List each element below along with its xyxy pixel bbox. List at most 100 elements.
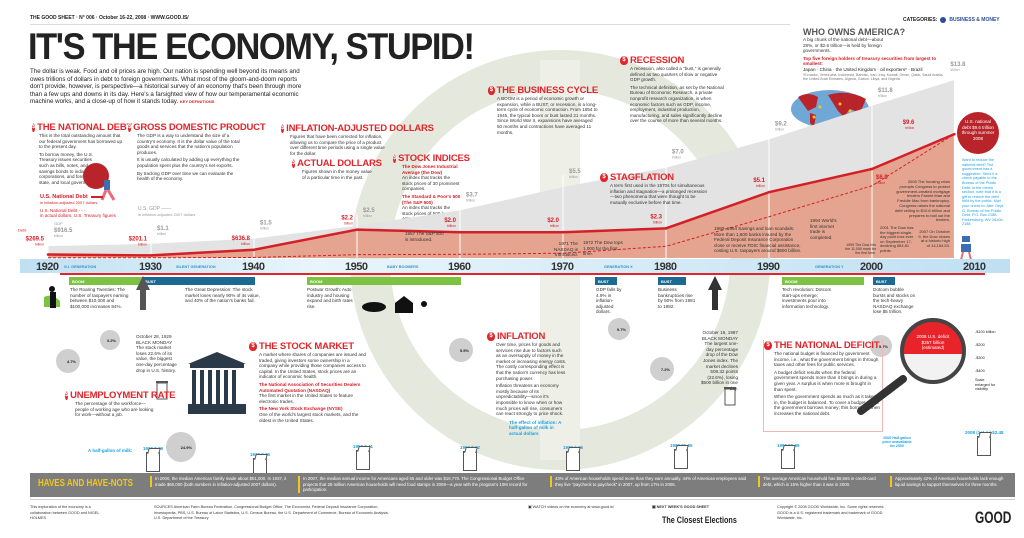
def-inflation-adjusted: $ INFLATION-ADJUSTED DOLLARS Figures that…: [281, 123, 434, 156]
haves-item: In 2000, the median American family made…: [150, 476, 288, 487]
haves-item: In 2007, the median annual income for Am…: [298, 476, 533, 493]
def-text: A term first used in the 1970s for simul…: [610, 183, 708, 205]
timeline-bar[interactable]: [20, 259, 1010, 273]
category-link[interactable]: BUSINESS & MONEY: [949, 17, 1000, 23]
milk-carton-icon: [781, 449, 796, 469]
gdp-unit: trillion: [569, 175, 578, 179]
legend-debt: U.S. National Debt in inflation-adjusted …: [40, 194, 103, 205]
boom-tag: BOOM: [69, 277, 142, 285]
generation-label: GENERATION Y: [815, 265, 844, 269]
watch-text: WATCH videos on the economy at www.good.…: [532, 505, 614, 509]
money-bag-icon: $: [487, 332, 495, 341]
def-business-cycle: $ THE BUSINESS CYCLE A BOOM is a period o…: [488, 85, 598, 135]
unemployment-rate: 5.7%: [878, 343, 888, 349]
milk-carton: 1920 $.29: [143, 446, 163, 472]
milk-price: 2000 Half-gallon price unavailable for 2…: [882, 436, 912, 448]
def-text: A market where shares of companies are i…: [259, 352, 366, 380]
debt-prefix: Debt: [18, 227, 27, 232]
gdp-unit: trillion: [363, 214, 372, 218]
milk-carton-icon: [566, 451, 581, 471]
legend-debt-actual-label: U.S. National Debt: [40, 208, 78, 213]
timeline-year: 1980: [654, 261, 677, 273]
gdp-label: $2.5: [363, 208, 375, 214]
car-house-icons: [362, 296, 427, 313]
intro-text: The dollar is weak. Food and oil prices …: [30, 68, 310, 106]
unemployment-circle: 5.7%: [870, 335, 892, 357]
scale-tick: -$300: [975, 356, 985, 360]
gdp-label: $5.5: [569, 169, 581, 175]
debt-unit: billion: [241, 242, 250, 246]
dow-term: The Dow Jones Industrial Average (the Do…: [402, 164, 458, 175]
def-unemployment: $ UNEMPLOYMENT RATE The percentage of the…: [65, 390, 175, 418]
debt-label: $269.5: [26, 236, 45, 242]
collab-note: This exploration of the economy is a col…: [30, 505, 100, 521]
nasdaq-term: The National Association of Securities D…: [259, 381, 361, 393]
reduce-debt-note: Want to reduce the national debt? The go…: [962, 158, 1004, 227]
gdp-label: $11.8: [878, 88, 893, 94]
debt-unit: trillion: [876, 181, 885, 185]
timeline-year: 1920: [36, 261, 59, 273]
legend-sub: in inflation-adjusted 2007 dollars: [138, 212, 196, 217]
watch-link[interactable]: ▣ WATCH videos on the economy at www.goo…: [528, 505, 614, 509]
event-note: 1999 The Dow hits the 11,000 mark for th…: [845, 243, 876, 255]
black-monday-note: October 19, 1987 BLACK MONDAY The larges…: [700, 330, 738, 391]
legend-debt-label: U.S. National Debt: [40, 194, 88, 200]
def-text: Over time, prices for goods and services…: [496, 342, 567, 381]
debt-point: [767, 190, 771, 194]
unemployment-circle: 5.5%: [449, 338, 473, 362]
dancing-couple-icon: [44, 286, 60, 308]
debt-point: [561, 230, 565, 234]
bust-tag: BUST: [595, 277, 617, 285]
gdp-label: $13.8: [950, 62, 966, 68]
unemployment-rate: 3.2%: [106, 337, 116, 343]
debt-label: $2.2: [341, 216, 353, 222]
def-title: ACTUAL DOLLARS: [297, 158, 382, 169]
bust-tag: BUST: [873, 277, 895, 285]
def-text: The percentage of the workforce—people o…: [75, 401, 154, 418]
debt-label: $2.3: [650, 214, 662, 220]
deficit-value: 2008 U.S. deficit $357 billion (estimate…: [916, 334, 950, 350]
trash-can-icon: [724, 387, 736, 406]
generation-label: G.I. GENERATION: [64, 265, 97, 269]
money-bag-icon: $: [393, 154, 397, 163]
timeline-year: 1990: [757, 261, 780, 273]
timeline-year: 1950: [345, 261, 368, 273]
who-owns-text: A big chunk of the national debt—about 2…: [803, 37, 884, 54]
def-actual-dollars: $ ACTUAL DOLLARS Figures shown in the mon…: [292, 158, 382, 180]
sp-term: The Standard & Poor's 500 (The S&P 500): [402, 193, 461, 205]
debt-unit: trillion: [344, 222, 353, 226]
cycle-note: The Great Depression: The stock market l…: [185, 287, 260, 304]
deficit-scale: -$100 billion -$200 -$300 -$400 Scale enlar…: [975, 326, 997, 392]
cycle-note: Tech revolution: Dotcom start-ups emerge…: [782, 287, 832, 309]
unemployment-rate: 24.9%: [180, 444, 192, 450]
uncle-sam-icon: [960, 236, 972, 260]
legend-debt-actual: U.S. National Debt - - - in actual dollar…: [40, 208, 117, 218]
debt-unit: trillion: [550, 224, 559, 228]
page-title: IT'S THE ECONOMY, STUPID!: [28, 26, 475, 67]
boom-tag: BOOM: [307, 277, 461, 285]
generation-label: SILENT GENERATION: [176, 265, 216, 269]
debt-unit: trillion: [653, 220, 662, 224]
gdp-unit: trillion: [672, 156, 681, 160]
milk-carton: 1950 $.41: [353, 444, 373, 470]
debt-label: $636.8: [232, 236, 251, 242]
def-text: A BOOM is a period of economic growth or…: [497, 96, 598, 135]
money-bag-icon: $: [764, 341, 772, 350]
def-text: One of the world's largest stock markets…: [259, 411, 359, 423]
categories: CATEGORIES: BUSINESS & MONEY: [903, 17, 1000, 23]
crash-arrow-icon: [136, 276, 150, 310]
next-title-link[interactable]: The Closest Elections: [662, 515, 737, 525]
holders-list: Japan · China · the United Kingdom · oil…: [803, 66, 923, 72]
scale-note: Scale enlarged for visibility: [975, 378, 996, 391]
money-bag-icon: $: [65, 391, 69, 400]
debt-area: [48, 134, 955, 258]
timeline-year: 1930: [139, 261, 162, 273]
scale-tick: -$400: [975, 369, 985, 373]
key-definitions-link[interactable]: KEY DEFINITIONS: [179, 99, 215, 105]
scale-tick: -$200: [975, 343, 985, 347]
debt-label: $9.6: [903, 120, 915, 126]
debt-point: [46, 253, 50, 256]
bust-tag: BUST: [142, 277, 255, 285]
categories-label: CATEGORIES:: [903, 17, 938, 23]
deficit-magnifier: 2008 U.S. deficit $357 billion (estimate…: [900, 318, 966, 384]
